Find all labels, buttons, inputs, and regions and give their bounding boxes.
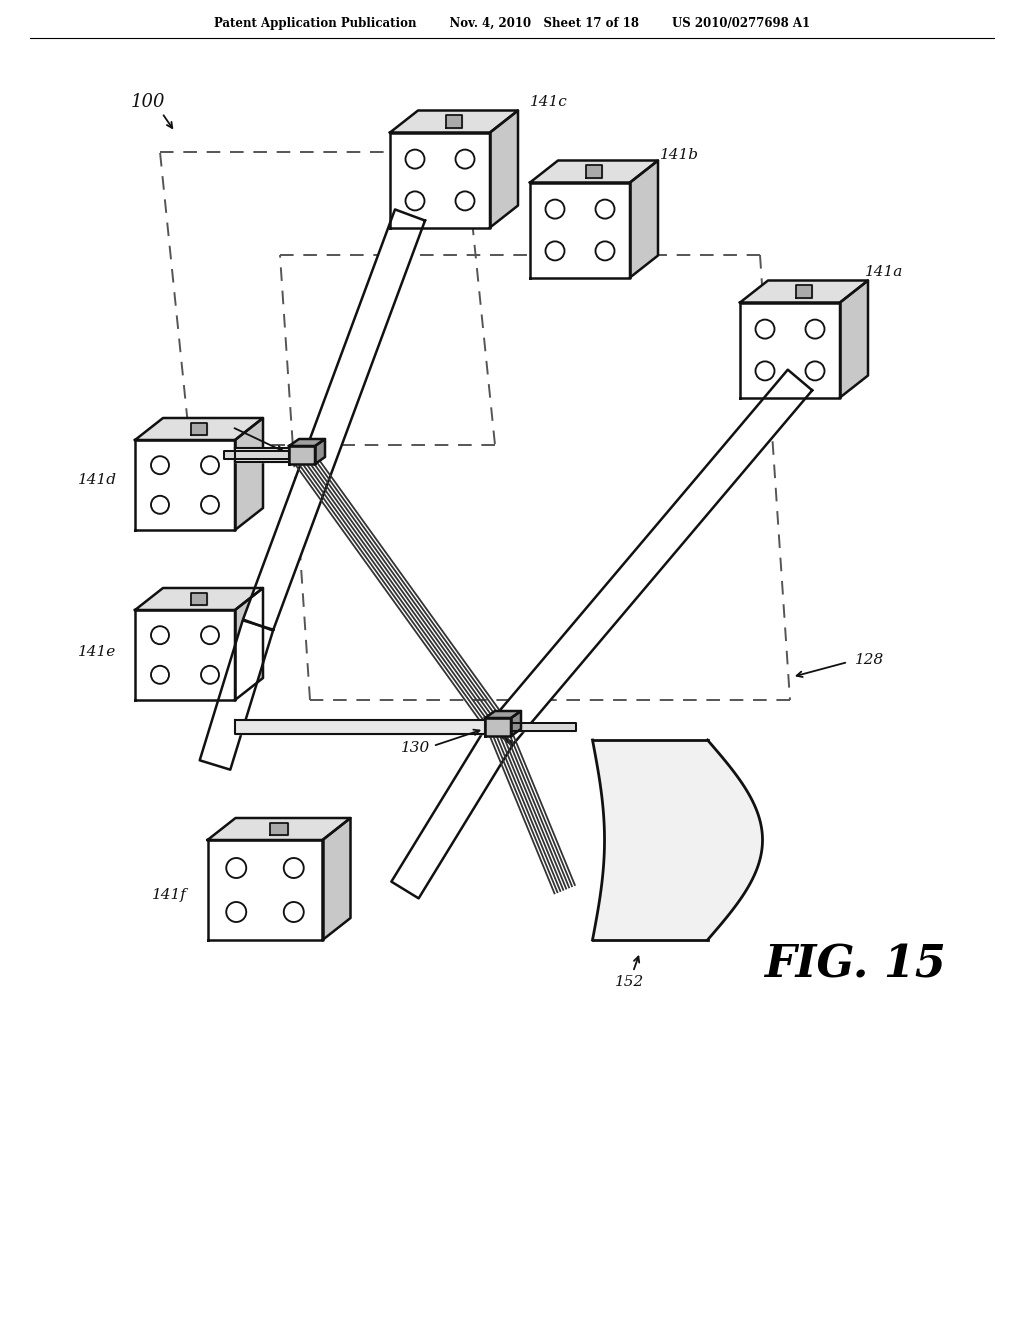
Polygon shape xyxy=(490,111,518,227)
Text: FIG. 15: FIG. 15 xyxy=(764,944,946,986)
Polygon shape xyxy=(530,161,658,182)
Polygon shape xyxy=(234,418,263,531)
Polygon shape xyxy=(135,587,263,610)
Polygon shape xyxy=(191,593,207,605)
Polygon shape xyxy=(391,726,514,899)
Polygon shape xyxy=(390,132,490,227)
Polygon shape xyxy=(135,610,234,700)
Polygon shape xyxy=(208,818,350,840)
Text: 152: 152 xyxy=(615,975,645,989)
Text: 128: 128 xyxy=(855,653,885,667)
Polygon shape xyxy=(485,711,521,718)
Polygon shape xyxy=(135,440,234,531)
Polygon shape xyxy=(530,182,630,277)
Polygon shape xyxy=(511,723,575,731)
Polygon shape xyxy=(315,440,325,465)
Text: Patent Application Publication        Nov. 4, 2010   Sheet 17 of 18        US 20: Patent Application Publication Nov. 4, 2… xyxy=(214,17,810,30)
Polygon shape xyxy=(840,281,868,397)
Text: 130: 130 xyxy=(199,418,228,432)
Text: 141a: 141a xyxy=(865,265,903,279)
Polygon shape xyxy=(234,587,263,700)
Polygon shape xyxy=(511,711,521,737)
Text: 130: 130 xyxy=(400,741,430,755)
Polygon shape xyxy=(208,840,323,940)
Polygon shape xyxy=(446,115,462,128)
Text: 141d: 141d xyxy=(78,473,117,487)
Polygon shape xyxy=(630,161,658,277)
Polygon shape xyxy=(135,418,263,440)
Polygon shape xyxy=(289,440,325,446)
Polygon shape xyxy=(224,451,289,459)
Polygon shape xyxy=(191,422,207,436)
Polygon shape xyxy=(200,620,273,770)
Polygon shape xyxy=(289,446,315,465)
Polygon shape xyxy=(323,818,350,940)
Polygon shape xyxy=(390,111,518,132)
Text: 141b: 141b xyxy=(660,148,699,162)
Polygon shape xyxy=(740,281,868,302)
Text: 100: 100 xyxy=(131,92,165,111)
Polygon shape xyxy=(234,447,289,462)
Text: 141f: 141f xyxy=(152,888,186,902)
Polygon shape xyxy=(593,741,763,940)
Polygon shape xyxy=(269,822,288,836)
Polygon shape xyxy=(586,165,602,178)
Polygon shape xyxy=(487,370,812,746)
Polygon shape xyxy=(485,718,511,737)
Polygon shape xyxy=(234,719,485,734)
Text: 141c: 141c xyxy=(530,95,567,110)
Polygon shape xyxy=(740,302,840,397)
Polygon shape xyxy=(243,210,425,631)
Text: 141e: 141e xyxy=(78,645,117,659)
Polygon shape xyxy=(796,285,812,297)
